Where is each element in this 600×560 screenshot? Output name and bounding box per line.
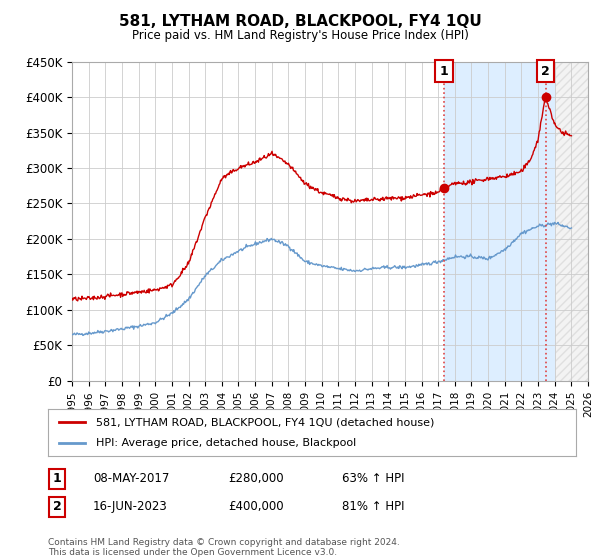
Text: Price paid vs. HM Land Registry's House Price Index (HPI): Price paid vs. HM Land Registry's House … — [131, 29, 469, 42]
Text: 08-MAY-2017: 08-MAY-2017 — [93, 472, 169, 486]
Bar — [555, 62, 588, 381]
Bar — [444, 62, 555, 381]
Text: £400,000: £400,000 — [228, 500, 284, 514]
Text: 2: 2 — [541, 64, 550, 78]
Text: 1: 1 — [53, 472, 61, 486]
Text: 581, LYTHAM ROAD, BLACKPOOL, FY4 1QU: 581, LYTHAM ROAD, BLACKPOOL, FY4 1QU — [119, 14, 481, 29]
Text: 16-JUN-2023: 16-JUN-2023 — [93, 500, 168, 514]
Text: 581, LYTHAM ROAD, BLACKPOOL, FY4 1QU (detached house): 581, LYTHAM ROAD, BLACKPOOL, FY4 1QU (de… — [95, 417, 434, 427]
Text: 81% ↑ HPI: 81% ↑ HPI — [342, 500, 404, 514]
Text: 2: 2 — [53, 500, 61, 514]
Text: Contains HM Land Registry data © Crown copyright and database right 2024.
This d: Contains HM Land Registry data © Crown c… — [48, 538, 400, 557]
Text: 1: 1 — [440, 64, 448, 78]
Text: HPI: Average price, detached house, Blackpool: HPI: Average price, detached house, Blac… — [95, 438, 356, 448]
Text: £280,000: £280,000 — [228, 472, 284, 486]
Text: 63% ↑ HPI: 63% ↑ HPI — [342, 472, 404, 486]
